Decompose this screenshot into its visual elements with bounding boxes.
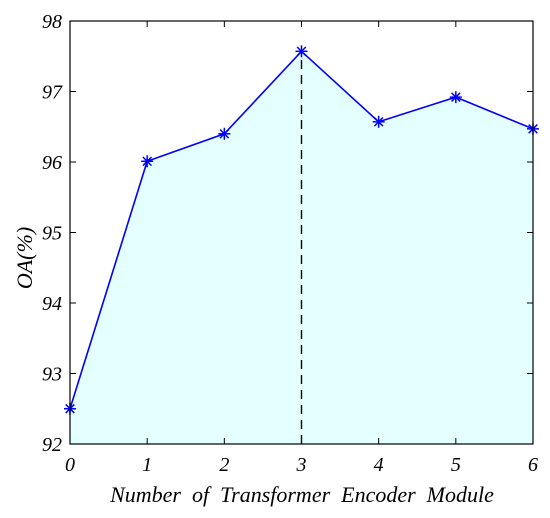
data-point-marker: [295, 45, 308, 58]
x-tick-label: 4: [374, 454, 384, 476]
x-tick-label: 5: [451, 454, 461, 476]
x-tick-label: 6: [528, 454, 538, 476]
x-axis-label: Number of Transformer Encoder Module: [109, 482, 494, 507]
x-tick-label: 1: [142, 454, 152, 476]
y-tick-label: 95: [42, 223, 62, 245]
y-axis-label: OA(%): [12, 227, 37, 289]
y-tick-label: 96: [42, 152, 62, 174]
y-tick-label: 97: [42, 82, 63, 104]
data-point-marker: [141, 155, 154, 168]
data-point-marker: [372, 115, 385, 128]
y-axis: 92 93 94 95 96 97 98: [42, 11, 533, 456]
data-point-marker: [449, 91, 462, 104]
data-point-marker: [218, 127, 231, 140]
x-tick-label: 0: [65, 454, 75, 476]
x-tick-label: 2: [219, 454, 229, 476]
x-axis: 0 1 2 3 4 5 6: [65, 21, 538, 476]
y-tick-label: 98: [42, 11, 62, 33]
y-tick-label: 94: [42, 293, 62, 315]
y-tick-label: 93: [42, 364, 62, 386]
y-tick-label: 92: [42, 434, 62, 456]
x-tick-label: 3: [296, 454, 307, 476]
